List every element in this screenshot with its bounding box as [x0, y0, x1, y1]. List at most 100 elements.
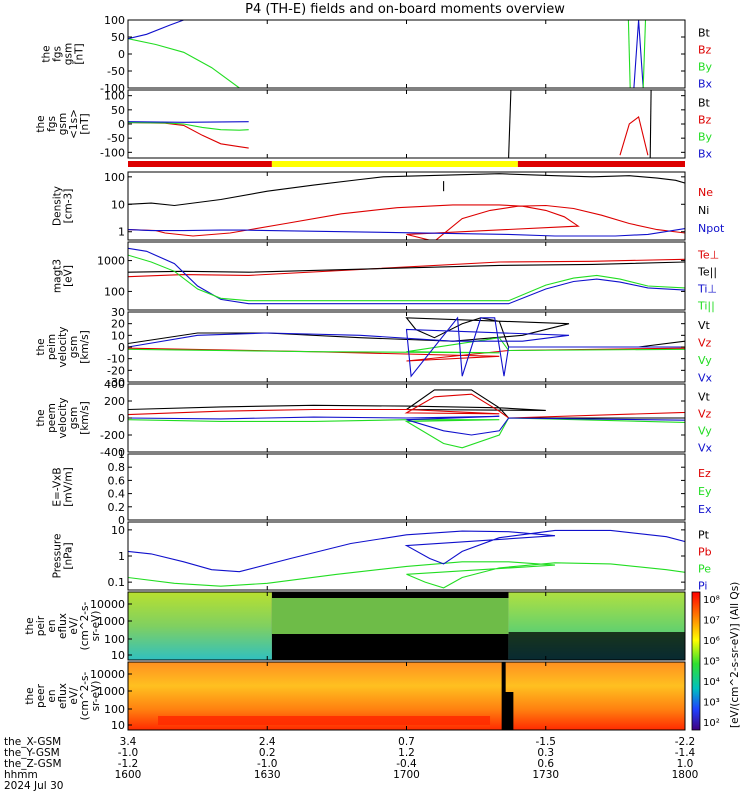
panel-frame [127, 89, 686, 159]
ephemeris-value: 0.7 [398, 736, 415, 748]
y-tick-label: 0.2 [108, 501, 126, 514]
series-line-Ti|| [128, 254, 685, 302]
y-tick-label: -50 [107, 132, 125, 145]
y-tick-label: 400 [104, 378, 125, 391]
y-tick-label: -50 [107, 65, 125, 78]
panel-p6: 400 200 0 -200 -400 the peem velocity gsm [km/s] V… [35, 378, 713, 459]
series-line-Npot [128, 228, 685, 237]
panel-p7: 10.80.60.40.20 E=-VxB [mV/m] Ez Ey Ex [52, 448, 712, 527]
legend-label: By [698, 131, 713, 144]
y-axis-label: the [35, 409, 47, 426]
series-segment [642, 20, 647, 88]
legend-label: Te|| [697, 266, 717, 279]
series-line-Vz [128, 393, 685, 419]
y-axis-label: velocity [57, 326, 69, 367]
series-line-Vx [128, 316, 685, 378]
ephemeris-value: 0.3 [537, 747, 554, 759]
y-tick-label: -100 [100, 146, 125, 159]
ephemeris-value: -1.0 [118, 747, 139, 759]
colorbar-tick-label: 10² [703, 718, 720, 729]
y-axis-label: the [35, 115, 47, 132]
y-axis-label: [nT] [74, 43, 86, 64]
y-axis-label: eV/ [68, 617, 80, 635]
legend-label: Bt [698, 97, 711, 110]
y-tick-label: 100 [104, 703, 125, 716]
y-axis-label: [mV/m] [63, 467, 75, 506]
ephemeris-row-label: the_X-GSM [4, 736, 61, 748]
y-axis-label: gsm [68, 336, 80, 358]
y-axis-label: the [35, 338, 47, 355]
y-axis-label: <1s> [68, 109, 80, 139]
legend-label: Pt [698, 529, 710, 542]
y-tick-label: -200 [100, 429, 125, 442]
y-tick-label: 100 [104, 14, 125, 27]
status-bar-segment [128, 161, 272, 167]
ephemeris-row-label: the_Z-GSM [4, 758, 62, 770]
legend-label: Pe [698, 563, 711, 576]
ephemeris-row-label: hhmm [4, 769, 38, 781]
y-tick-label: -30 [107, 376, 125, 389]
y-tick-label: 1000 [97, 685, 125, 698]
y-axis-label: the [24, 687, 36, 704]
panel-p3: 100 10 1 Density [cm-3] Ne Ni Npot [52, 171, 725, 241]
legend-label: Vy [698, 425, 712, 438]
ephemeris-value: 3.4 [120, 736, 137, 748]
series-group [128, 173, 685, 240]
y-tick-label: 10000 [90, 598, 125, 611]
series-line-Bx [128, 20, 184, 40]
ephemeris-value: -1.2 [118, 758, 139, 770]
legend-label: Ni [698, 204, 709, 217]
y-tick-label: 10 [111, 524, 125, 537]
ephemeris-value: -1.0 [257, 758, 278, 770]
y-tick-label: 0.4 [108, 488, 126, 501]
legend-label: Vt [698, 391, 711, 404]
series-group [128, 247, 685, 305]
panel-p8: 10 1 0.1 Pressure [nPa] Pt Pb Pe Pi [52, 521, 712, 593]
y-tick-label: 1 [118, 448, 125, 461]
colorbar: 10⁸ 10⁷ 10⁶ 10⁵ 10⁴ 10³ 10² [eV/(cm^2-s-sr-eV)]… [691, 582, 741, 731]
colorbar-tick-label: 10⁶ [703, 636, 720, 647]
y-tick-label: -20 [107, 364, 125, 377]
series-line-Pi [128, 529, 685, 573]
y-axis-label: the [41, 45, 53, 62]
y-axis-label: [eV] [63, 265, 75, 287]
y-axis-label: eflux [57, 683, 69, 709]
ephemeris-value: 1700 [393, 769, 420, 781]
y-tick-label: 1000 [97, 255, 125, 268]
y-tick-label: 10 [111, 329, 125, 342]
legend-label: Bz [698, 44, 712, 57]
y-tick-label: -100 [100, 82, 125, 95]
y-axis-label: peem [46, 403, 58, 433]
colorbar-tick-label: 10⁸ [703, 595, 720, 606]
y-axis-label: [km/s] [79, 401, 91, 435]
series-line-Vt [128, 317, 685, 348]
series-group [128, 90, 652, 158]
series-line-Ni [128, 173, 685, 207]
panel-p9: 10000 1000 100 10 the peir en eflux eV/(cm^2-s-s… [24, 591, 686, 662]
y-tick-label: 0.6 [108, 474, 126, 487]
ephemeris-value: 1600 [115, 769, 142, 781]
y-axis-label: sr-eV) [90, 681, 102, 712]
ephemeris-value: 0.6 [537, 758, 554, 770]
series-line-Vt [128, 389, 685, 419]
legend-label: Ti|| [697, 300, 715, 313]
ephemeris-value: 1.0 [677, 758, 694, 770]
y-tick-label: 0 [118, 48, 125, 61]
series-line-Te|| [128, 258, 685, 273]
y-axis-label: (cm^2-s- [79, 601, 91, 650]
series-line-Vx [128, 415, 685, 436]
legend-label: Bx [698, 148, 713, 161]
panel-frame [127, 521, 686, 591]
y-axis-label: gsm [63, 43, 75, 65]
legend-label: By [698, 61, 713, 74]
series-line-Te⊥ [128, 257, 685, 278]
y-tick-label: 50 [111, 104, 125, 117]
spectro-region-right-low [508, 632, 685, 660]
y-axis-label: peer [35, 683, 47, 708]
y-tick-label: 10 [111, 649, 125, 662]
y-axis-label: velocity [57, 397, 69, 438]
legend-label: Vz [698, 408, 712, 421]
panel-p1: 100 50 0 -50 -100 the fgs gsm [nT] Bt Bz By Bx [41, 14, 713, 95]
